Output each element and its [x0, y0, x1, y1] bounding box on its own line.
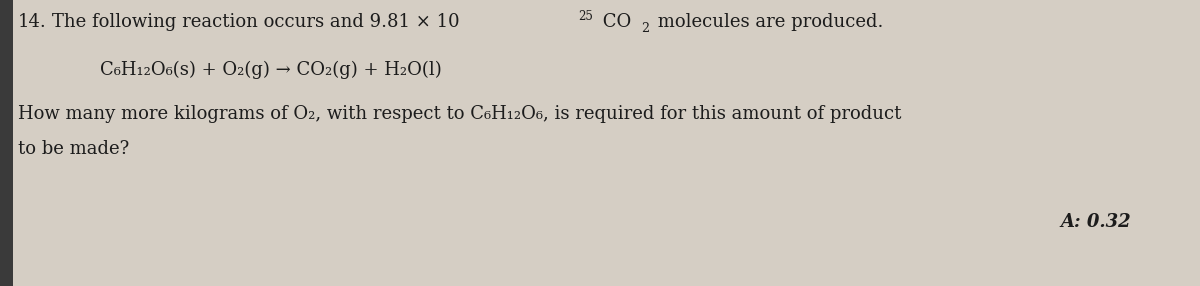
Text: 14.: 14. [18, 13, 47, 31]
Text: to be made?: to be made? [18, 140, 130, 158]
Text: 2: 2 [641, 21, 649, 35]
Text: The following reaction occurs and 9.81 × 10: The following reaction occurs and 9.81 ×… [52, 13, 460, 31]
Bar [0, 0, 13, 286]
Text: How many more kilograms of O₂, with respect to C₆H₁₂O₆, is required for this amo: How many more kilograms of O₂, with resp… [18, 105, 901, 123]
Text: 25: 25 [578, 10, 593, 23]
Text: CO: CO [598, 13, 631, 31]
Text: A: 0.32: A: 0.32 [1060, 213, 1130, 231]
Text: C₆H₁₂O₆(s) + O₂(g) → CO₂(g) + H₂O(l): C₆H₁₂O₆(s) + O₂(g) → CO₂(g) + H₂O(l) [100, 61, 442, 79]
Text: molecules are produced.: molecules are produced. [652, 13, 883, 31]
